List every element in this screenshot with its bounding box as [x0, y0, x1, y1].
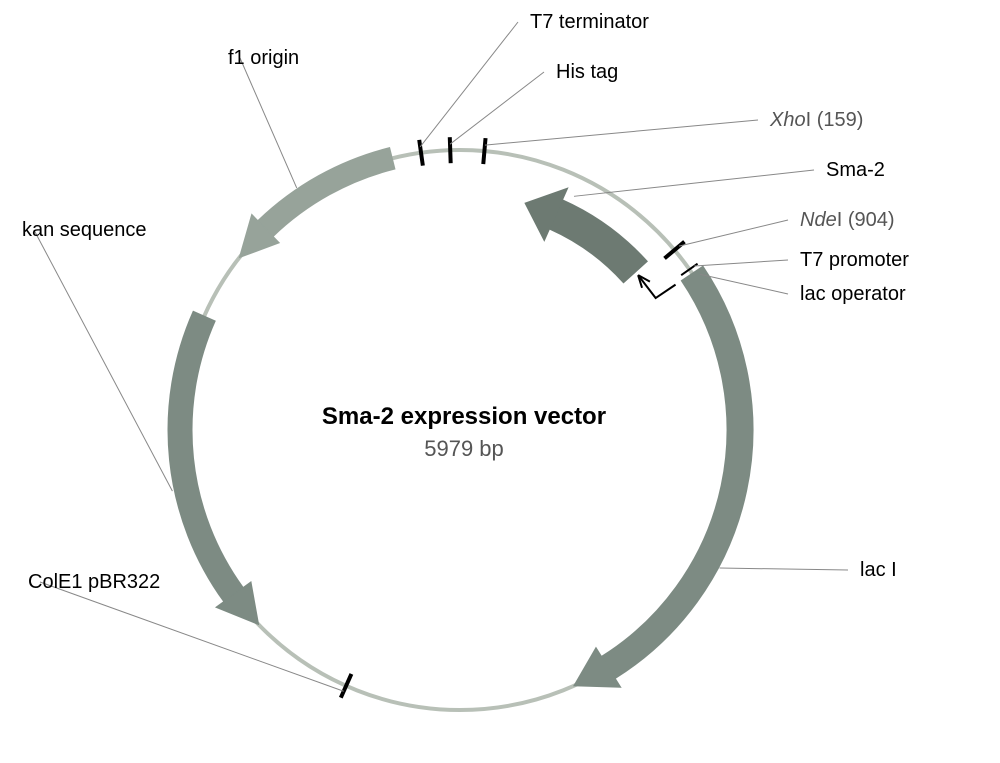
feature-lacI	[574, 266, 753, 687]
label-his_tag: His tag	[556, 61, 618, 83]
label-lacI: lac I	[860, 559, 897, 581]
feature-sma2	[525, 188, 647, 283]
marker-xhoI	[483, 138, 485, 164]
label-colE1: ColE1 pBR322	[28, 571, 160, 593]
label-f1: f1 origin	[228, 47, 299, 69]
label-lac_op: lac operator	[800, 283, 906, 305]
feature-f1_origin	[239, 148, 395, 258]
label-sma2: Sma-2	[826, 159, 885, 181]
marker-his_tag	[450, 137, 451, 163]
label-ndeI: NdeI (904)	[800, 209, 895, 231]
label-xhoI: XhoI (159)	[769, 109, 863, 131]
label-t7_term: T7 terminator	[530, 11, 649, 33]
leader-kan	[34, 230, 172, 491]
leader-t7_term	[420, 22, 518, 147]
leader-t7_prom	[694, 260, 788, 266]
leader-sma2	[574, 170, 814, 196]
label-t7_prom: T7 promoter	[800, 249, 909, 271]
leader-lacI	[720, 568, 848, 570]
leader-colE1	[40, 582, 344, 691]
leader-f1	[240, 58, 297, 188]
leader-his_tag	[450, 72, 544, 144]
leader-ndeI	[679, 220, 788, 246]
label-kan: kan sequence	[22, 219, 147, 241]
center-title: Sma-2 expression vector	[322, 403, 606, 430]
leader-xhoI	[485, 120, 758, 145]
feature-kan	[168, 311, 259, 624]
center-subtitle: 5979 bp	[424, 436, 504, 461]
